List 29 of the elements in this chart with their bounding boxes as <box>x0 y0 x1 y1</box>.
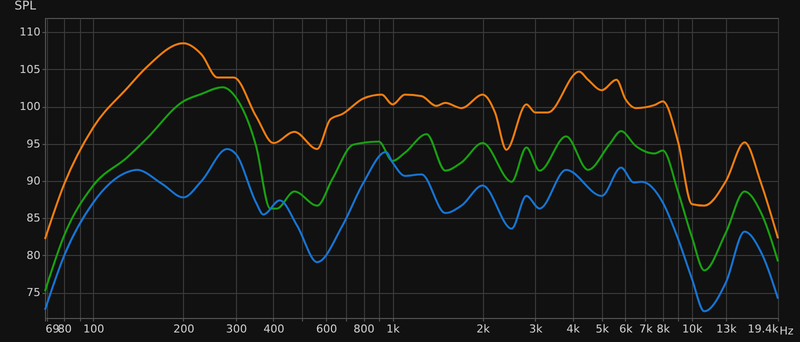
x-tick-label: 1k <box>386 322 400 336</box>
x-tick-label: 600 <box>316 322 338 336</box>
x-tick-label: 69 <box>46 322 60 336</box>
x-tick-label: 80 <box>58 322 72 336</box>
x-tick-label: 13k <box>716 322 738 336</box>
x-tick-label: 300 <box>226 322 248 336</box>
y-tick-label: 100 <box>20 100 40 114</box>
x-tick-label: 200 <box>173 322 194 336</box>
y-tick-label: 110 <box>20 26 40 39</box>
x-tick-label: 4k <box>566 322 581 336</box>
y-tick-label: 85 <box>26 212 40 225</box>
y-tick-label: 95 <box>26 137 40 150</box>
y-tick-label: 90 <box>26 174 40 188</box>
x-tick-label: 19.4k <box>748 322 780 336</box>
x-tick-label: 400 <box>263 322 284 336</box>
x-tick-label: 5k <box>596 322 610 336</box>
x-axis-title: Hz <box>780 324 794 338</box>
y-tick-label: 75 <box>26 286 40 300</box>
x-tick-label: 2k <box>476 322 490 336</box>
x-tick-label: 8k <box>656 322 671 336</box>
y-tick-label: 80 <box>26 248 40 262</box>
x-tick-label: 6k <box>619 322 634 336</box>
x-tick-label: 800 <box>354 322 375 336</box>
x-tick-label: 7k <box>639 322 654 336</box>
x-tick-label: 3k <box>529 322 544 336</box>
x-tick-label: 10k <box>682 322 704 336</box>
x-tick-label: 100 <box>83 322 104 336</box>
y-axis-title: SPL <box>14 0 36 12</box>
y-tick-label: 105 <box>20 62 40 76</box>
